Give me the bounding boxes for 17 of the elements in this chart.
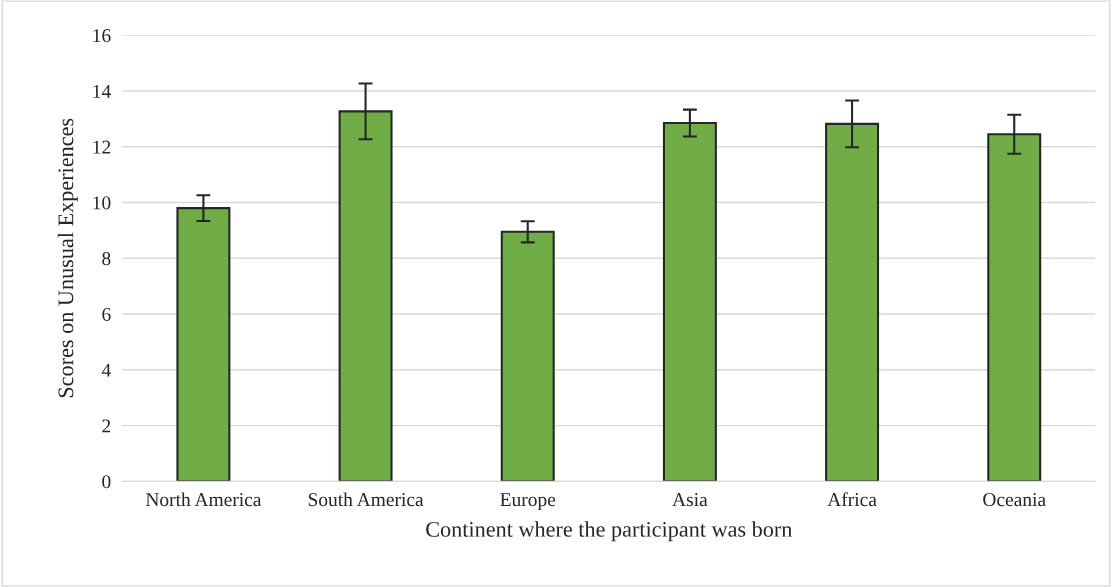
y-axis-title: Scores on Unusual Experiences — [57, 118, 78, 398]
y-tick-label: 14 — [93, 84, 111, 98]
x-tick-label: Oceania — [983, 493, 1046, 507]
y-tick-label: 0 — [102, 475, 111, 489]
x-tick-label: South America — [308, 492, 424, 507]
x-axis-title: Continent where the participant was born — [426, 521, 793, 542]
y-tick-label: 2 — [102, 419, 111, 433]
x-tick-label: Europe — [500, 493, 556, 511]
y-tick-label: 8 — [102, 252, 111, 266]
y-tick-label: 12 — [93, 140, 111, 154]
x-tick-label: Africa — [827, 492, 877, 507]
y-tick-label: 6 — [102, 307, 111, 321]
x-tick-label: North America — [145, 492, 262, 507]
y-tick-label: 16 — [93, 29, 111, 43]
y-tick-label: 4 — [101, 363, 111, 377]
x-tick-label: Asia — [672, 493, 708, 507]
y-tick-label: 10 — [93, 196, 111, 210]
